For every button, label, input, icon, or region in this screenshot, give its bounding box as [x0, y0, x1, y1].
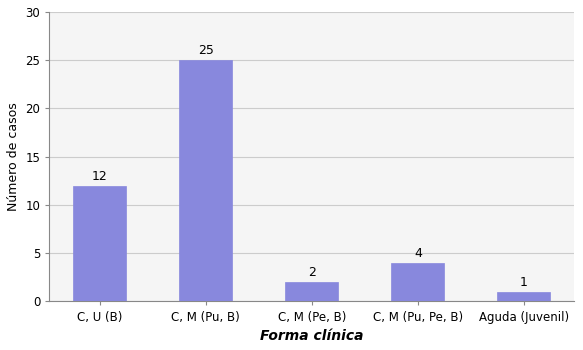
Bar — [180, 60, 233, 301]
Text: 25: 25 — [198, 44, 214, 57]
Bar — [391, 263, 444, 301]
Text: 1: 1 — [520, 276, 528, 289]
Text: 2: 2 — [308, 266, 316, 279]
X-axis label: Forma clínica: Forma clínica — [260, 329, 364, 343]
Text: 4: 4 — [414, 247, 422, 260]
Bar — [73, 186, 127, 301]
Bar — [497, 292, 550, 301]
Text: 12: 12 — [92, 170, 108, 183]
Bar — [285, 282, 338, 301]
Y-axis label: Número de casos: Número de casos — [7, 102, 20, 211]
